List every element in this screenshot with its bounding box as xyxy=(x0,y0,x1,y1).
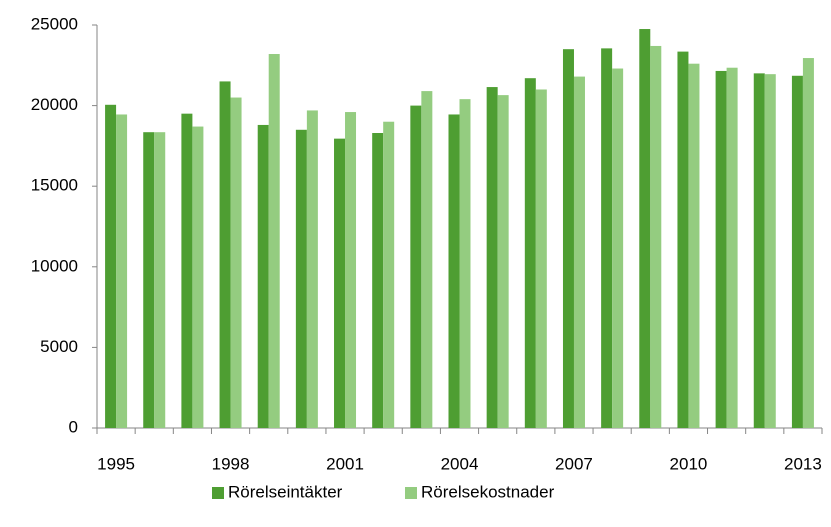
bar xyxy=(486,87,498,428)
y-tick-label: 0 xyxy=(69,417,78,436)
bar xyxy=(715,70,727,428)
bar xyxy=(802,58,814,429)
x-tick-label: 1998 xyxy=(212,454,250,473)
bar xyxy=(421,91,433,428)
bar xyxy=(448,114,460,428)
bar xyxy=(688,63,700,429)
x-tick-label: 2001 xyxy=(326,454,364,473)
legend-label: Rörelsekostnader xyxy=(421,482,555,501)
bar xyxy=(524,78,536,429)
x-tick-label: 2013 xyxy=(784,454,822,473)
y-tick-label: 15000 xyxy=(31,176,78,195)
x-tick-label: 2004 xyxy=(441,454,479,473)
bar xyxy=(219,81,231,429)
y-tick-label: 20000 xyxy=(31,95,78,114)
bar xyxy=(383,121,395,428)
x-tick-label: 2007 xyxy=(555,454,593,473)
bar xyxy=(268,54,280,429)
bar xyxy=(497,95,509,428)
bar xyxy=(306,110,318,428)
x-tick-label: 1995 xyxy=(97,454,135,473)
bar xyxy=(257,124,269,428)
y-tick-label: 10000 xyxy=(31,256,78,275)
bar xyxy=(753,73,765,429)
bar xyxy=(535,89,547,428)
bar xyxy=(154,132,166,428)
bar xyxy=(230,97,242,428)
bar xyxy=(791,75,803,428)
legend-swatch xyxy=(405,487,417,499)
legend-label: Rörelseintäkter xyxy=(228,482,343,501)
bar xyxy=(410,105,422,428)
bar xyxy=(459,99,471,428)
bar xyxy=(143,132,155,428)
bar xyxy=(295,129,307,428)
bar xyxy=(192,126,204,428)
bar xyxy=(372,133,384,428)
bar xyxy=(726,67,738,428)
bar xyxy=(764,74,776,428)
bar xyxy=(601,48,613,429)
y-tick-label: 5000 xyxy=(40,337,78,356)
y-tick-label: 25000 xyxy=(31,14,78,33)
bar xyxy=(677,51,689,429)
bar xyxy=(116,114,128,428)
bar xyxy=(181,113,193,428)
bar xyxy=(639,29,651,429)
bar xyxy=(573,76,585,429)
bar xyxy=(650,45,662,429)
bar xyxy=(105,104,117,428)
bar xyxy=(334,138,346,428)
bar xyxy=(612,68,624,429)
legend-swatch xyxy=(212,487,224,499)
bar xyxy=(345,112,357,428)
bar xyxy=(562,49,574,429)
x-tick-label: 2010 xyxy=(670,454,708,473)
